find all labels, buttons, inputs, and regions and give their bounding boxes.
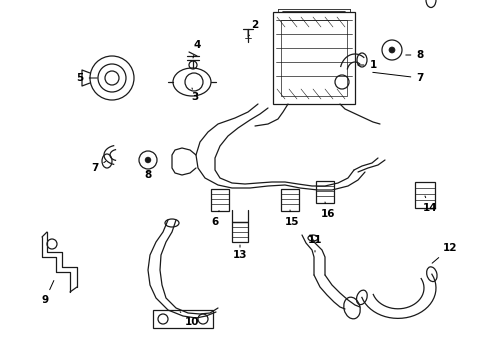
Bar (272, 12, 354, 104)
Text: 8: 8 (405, 50, 423, 60)
Text: 8: 8 (144, 170, 151, 180)
Bar (414, 182, 434, 208)
Text: 6: 6 (211, 211, 219, 227)
Text: 9: 9 (41, 280, 54, 305)
Text: 3: 3 (191, 88, 198, 102)
Bar (153, 310, 213, 328)
Text: 7: 7 (91, 161, 105, 173)
Text: 12: 12 (431, 243, 456, 263)
Bar (281, 189, 298, 211)
Circle shape (388, 47, 394, 53)
Bar (281, 20, 346, 96)
Text: 11: 11 (307, 235, 322, 252)
Text: 4: 4 (193, 40, 200, 58)
Text: 14: 14 (422, 196, 436, 213)
Text: 13: 13 (232, 245, 247, 260)
Text: 10: 10 (180, 312, 199, 327)
Text: 16: 16 (320, 202, 335, 219)
Text: 1: 1 (357, 60, 376, 70)
Bar (210, 189, 228, 211)
Text: 2: 2 (249, 20, 258, 36)
Text: 15: 15 (284, 210, 299, 227)
Text: 7: 7 (372, 72, 423, 83)
Circle shape (145, 157, 151, 163)
Bar (231, 222, 247, 242)
Text: 5: 5 (76, 73, 97, 83)
Bar (315, 181, 333, 203)
